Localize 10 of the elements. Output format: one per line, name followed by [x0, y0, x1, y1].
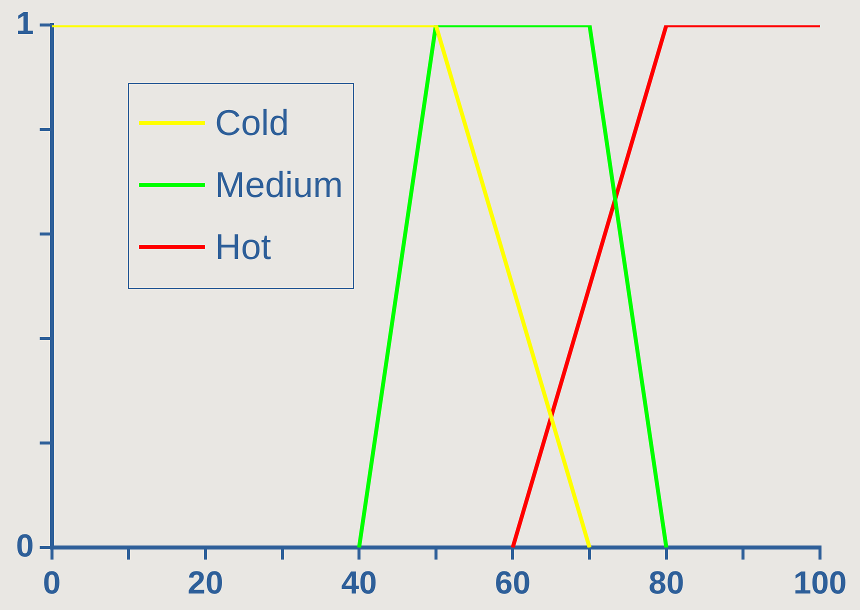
- legend-label: Cold: [215, 102, 290, 144]
- legend-label: Medium: [215, 164, 344, 206]
- x-tick-label: 80: [648, 564, 684, 601]
- y-tick-label: 1: [16, 5, 34, 42]
- x-tick-label: 20: [188, 564, 224, 601]
- legend-label: Hot: [215, 226, 272, 268]
- x-tick-label: 60: [494, 564, 531, 601]
- x-tick-label: 40: [341, 564, 377, 601]
- x-tick-label: 100: [793, 564, 847, 601]
- x-tick-label: 0: [42, 564, 61, 601]
